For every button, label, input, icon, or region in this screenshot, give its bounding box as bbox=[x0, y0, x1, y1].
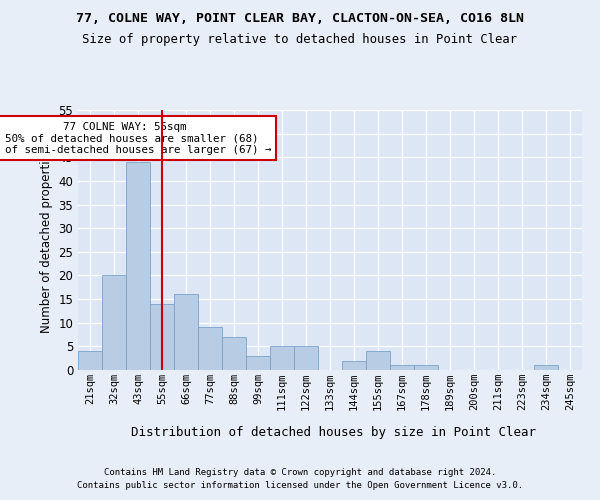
Text: Size of property relative to detached houses in Point Clear: Size of property relative to detached ho… bbox=[82, 32, 518, 46]
Bar bbox=[414, 366, 438, 370]
Bar bbox=[294, 346, 318, 370]
Bar bbox=[342, 360, 366, 370]
Bar bbox=[126, 162, 150, 370]
Bar bbox=[198, 328, 222, 370]
Bar bbox=[78, 351, 102, 370]
Y-axis label: Number of detached properties: Number of detached properties bbox=[40, 147, 53, 333]
Bar bbox=[270, 346, 294, 370]
Bar bbox=[150, 304, 174, 370]
Bar bbox=[246, 356, 270, 370]
Bar bbox=[366, 351, 390, 370]
Text: Contains public sector information licensed under the Open Government Licence v3: Contains public sector information licen… bbox=[77, 482, 523, 490]
Bar bbox=[102, 276, 126, 370]
Bar bbox=[174, 294, 198, 370]
Bar bbox=[390, 366, 414, 370]
Text: Distribution of detached houses by size in Point Clear: Distribution of detached houses by size … bbox=[131, 426, 536, 439]
Text: Contains HM Land Registry data © Crown copyright and database right 2024.: Contains HM Land Registry data © Crown c… bbox=[104, 468, 496, 477]
Text: 77, COLNE WAY, POINT CLEAR BAY, CLACTON-ON-SEA, CO16 8LN: 77, COLNE WAY, POINT CLEAR BAY, CLACTON-… bbox=[76, 12, 524, 26]
Bar bbox=[222, 337, 246, 370]
Text: 77 COLNE WAY: 55sqm
← 50% of detached houses are smaller (68)
50% of semi-detach: 77 COLNE WAY: 55sqm ← 50% of detached ho… bbox=[0, 122, 271, 155]
Bar bbox=[534, 366, 558, 370]
